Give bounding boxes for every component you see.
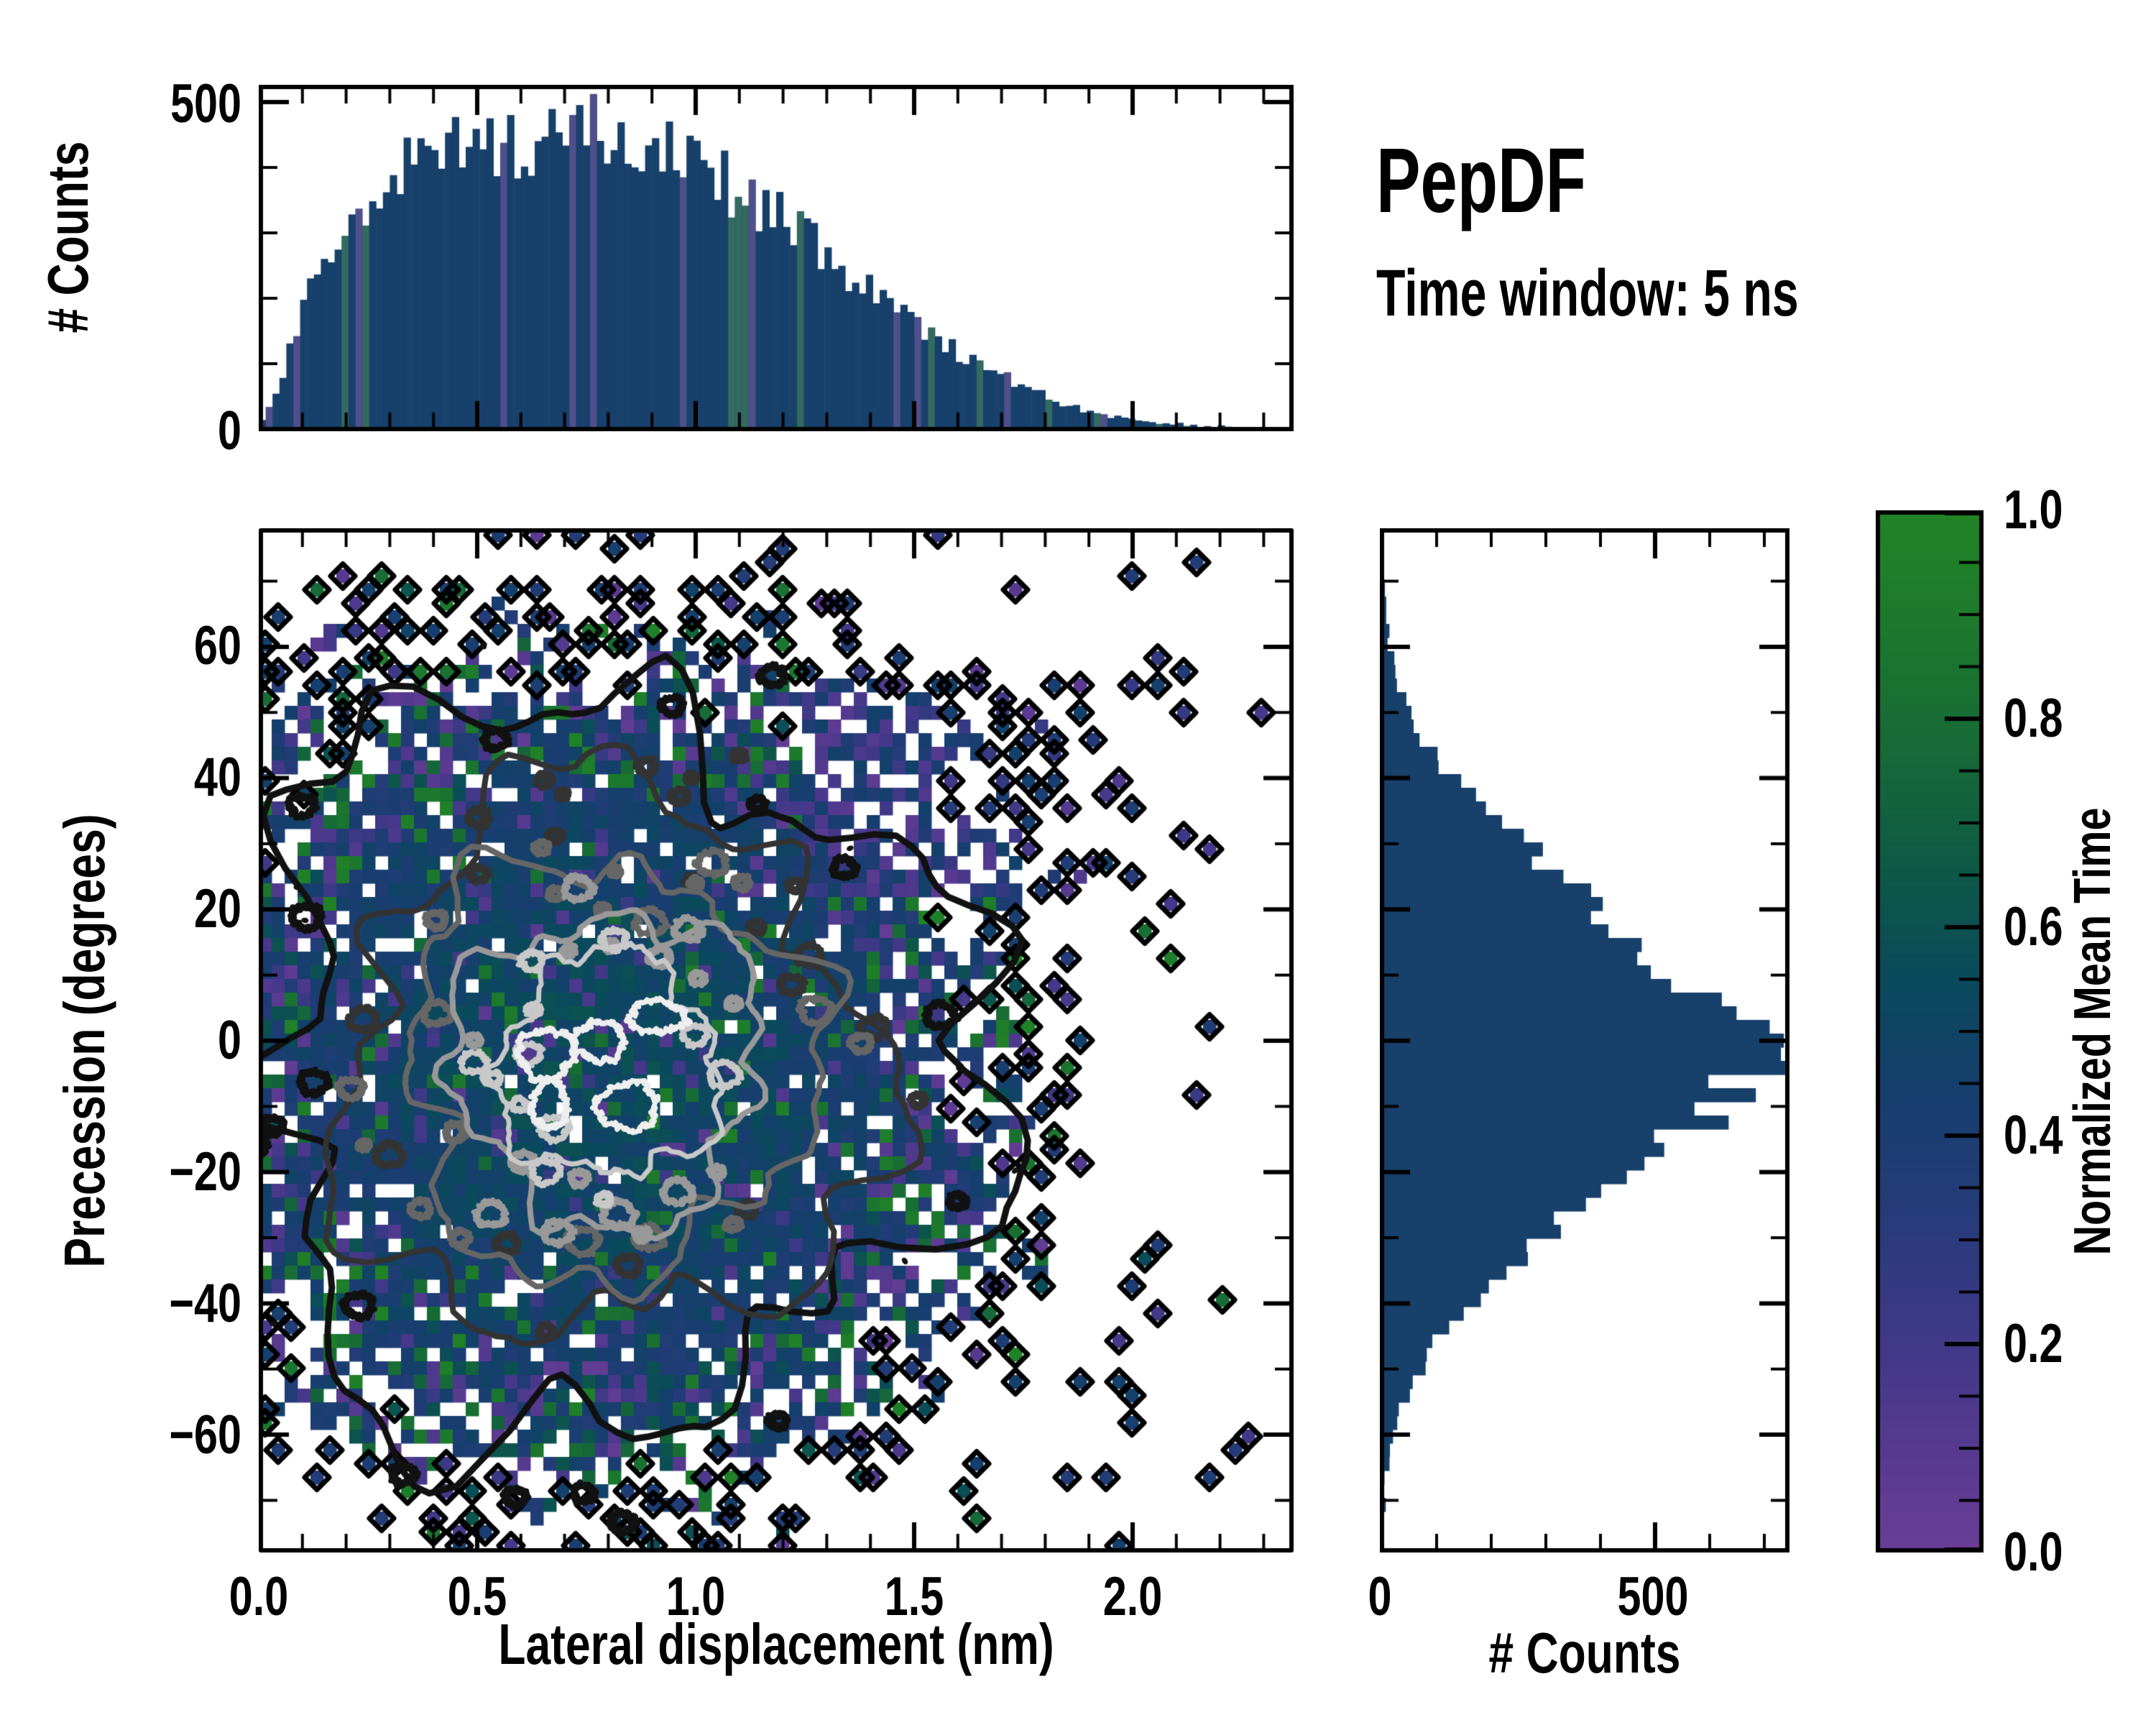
main-xtick-label: 1.5: [884, 1566, 944, 1627]
main-xtick-label: 2.0: [1102, 1566, 1163, 1627]
colorbar-tick-label: 1.0: [2004, 479, 2063, 540]
main-ytick-label: 20: [194, 878, 241, 939]
main-ytick-label: 60: [194, 615, 241, 676]
main-ytick-label: −20: [169, 1141, 241, 1202]
top-histogram-canvas: [259, 85, 1294, 431]
plot-title: PepDF: [1376, 129, 1586, 232]
main-xtick-label: 1.0: [665, 1566, 726, 1627]
joint-heatmap-canvas: [259, 528, 1294, 1552]
main-ytick-label: −60: [169, 1404, 241, 1466]
main-y-axis-label: Precession (degrees): [52, 814, 116, 1268]
colorbar-tick-label: 0.6: [2004, 896, 2063, 957]
main-ytick-label: −40: [169, 1273, 241, 1334]
colorbar-canvas: [1876, 510, 1984, 1552]
main-xtick-label: 0.0: [229, 1566, 289, 1627]
colorbar-tick-label: 0.4: [2004, 1105, 2063, 1166]
right-hist-xtick-label: 500: [1617, 1566, 1689, 1627]
top-hist-y-axis-label: # Counts: [36, 141, 100, 334]
colorbar-tick-label: 0.0: [2004, 1522, 2063, 1583]
main-ytick-label: 40: [194, 747, 241, 808]
plot-subtitle: Time window: 5 ns: [1376, 257, 1799, 330]
right-hist-xtick-label: 0: [1368, 1566, 1392, 1627]
colorbar-label: Normalized Mean Time: [2064, 807, 2122, 1256]
top-hist-ytick-label: 500: [170, 73, 241, 134]
colorbar-tick-label: 0.2: [2004, 1313, 2063, 1374]
right-hist-x-axis-label: # Counts: [1488, 1621, 1681, 1685]
colorbar-tick-label: 0.8: [2004, 688, 2063, 749]
main-xtick-label: 0.5: [447, 1566, 507, 1627]
top-hist-ytick-label: 0: [218, 400, 241, 461]
right-histogram-canvas: [1380, 528, 1789, 1552]
main-x-axis-label: Lateral displacement (nm): [498, 1612, 1054, 1676]
main-ytick-label: 0: [218, 1010, 241, 1071]
